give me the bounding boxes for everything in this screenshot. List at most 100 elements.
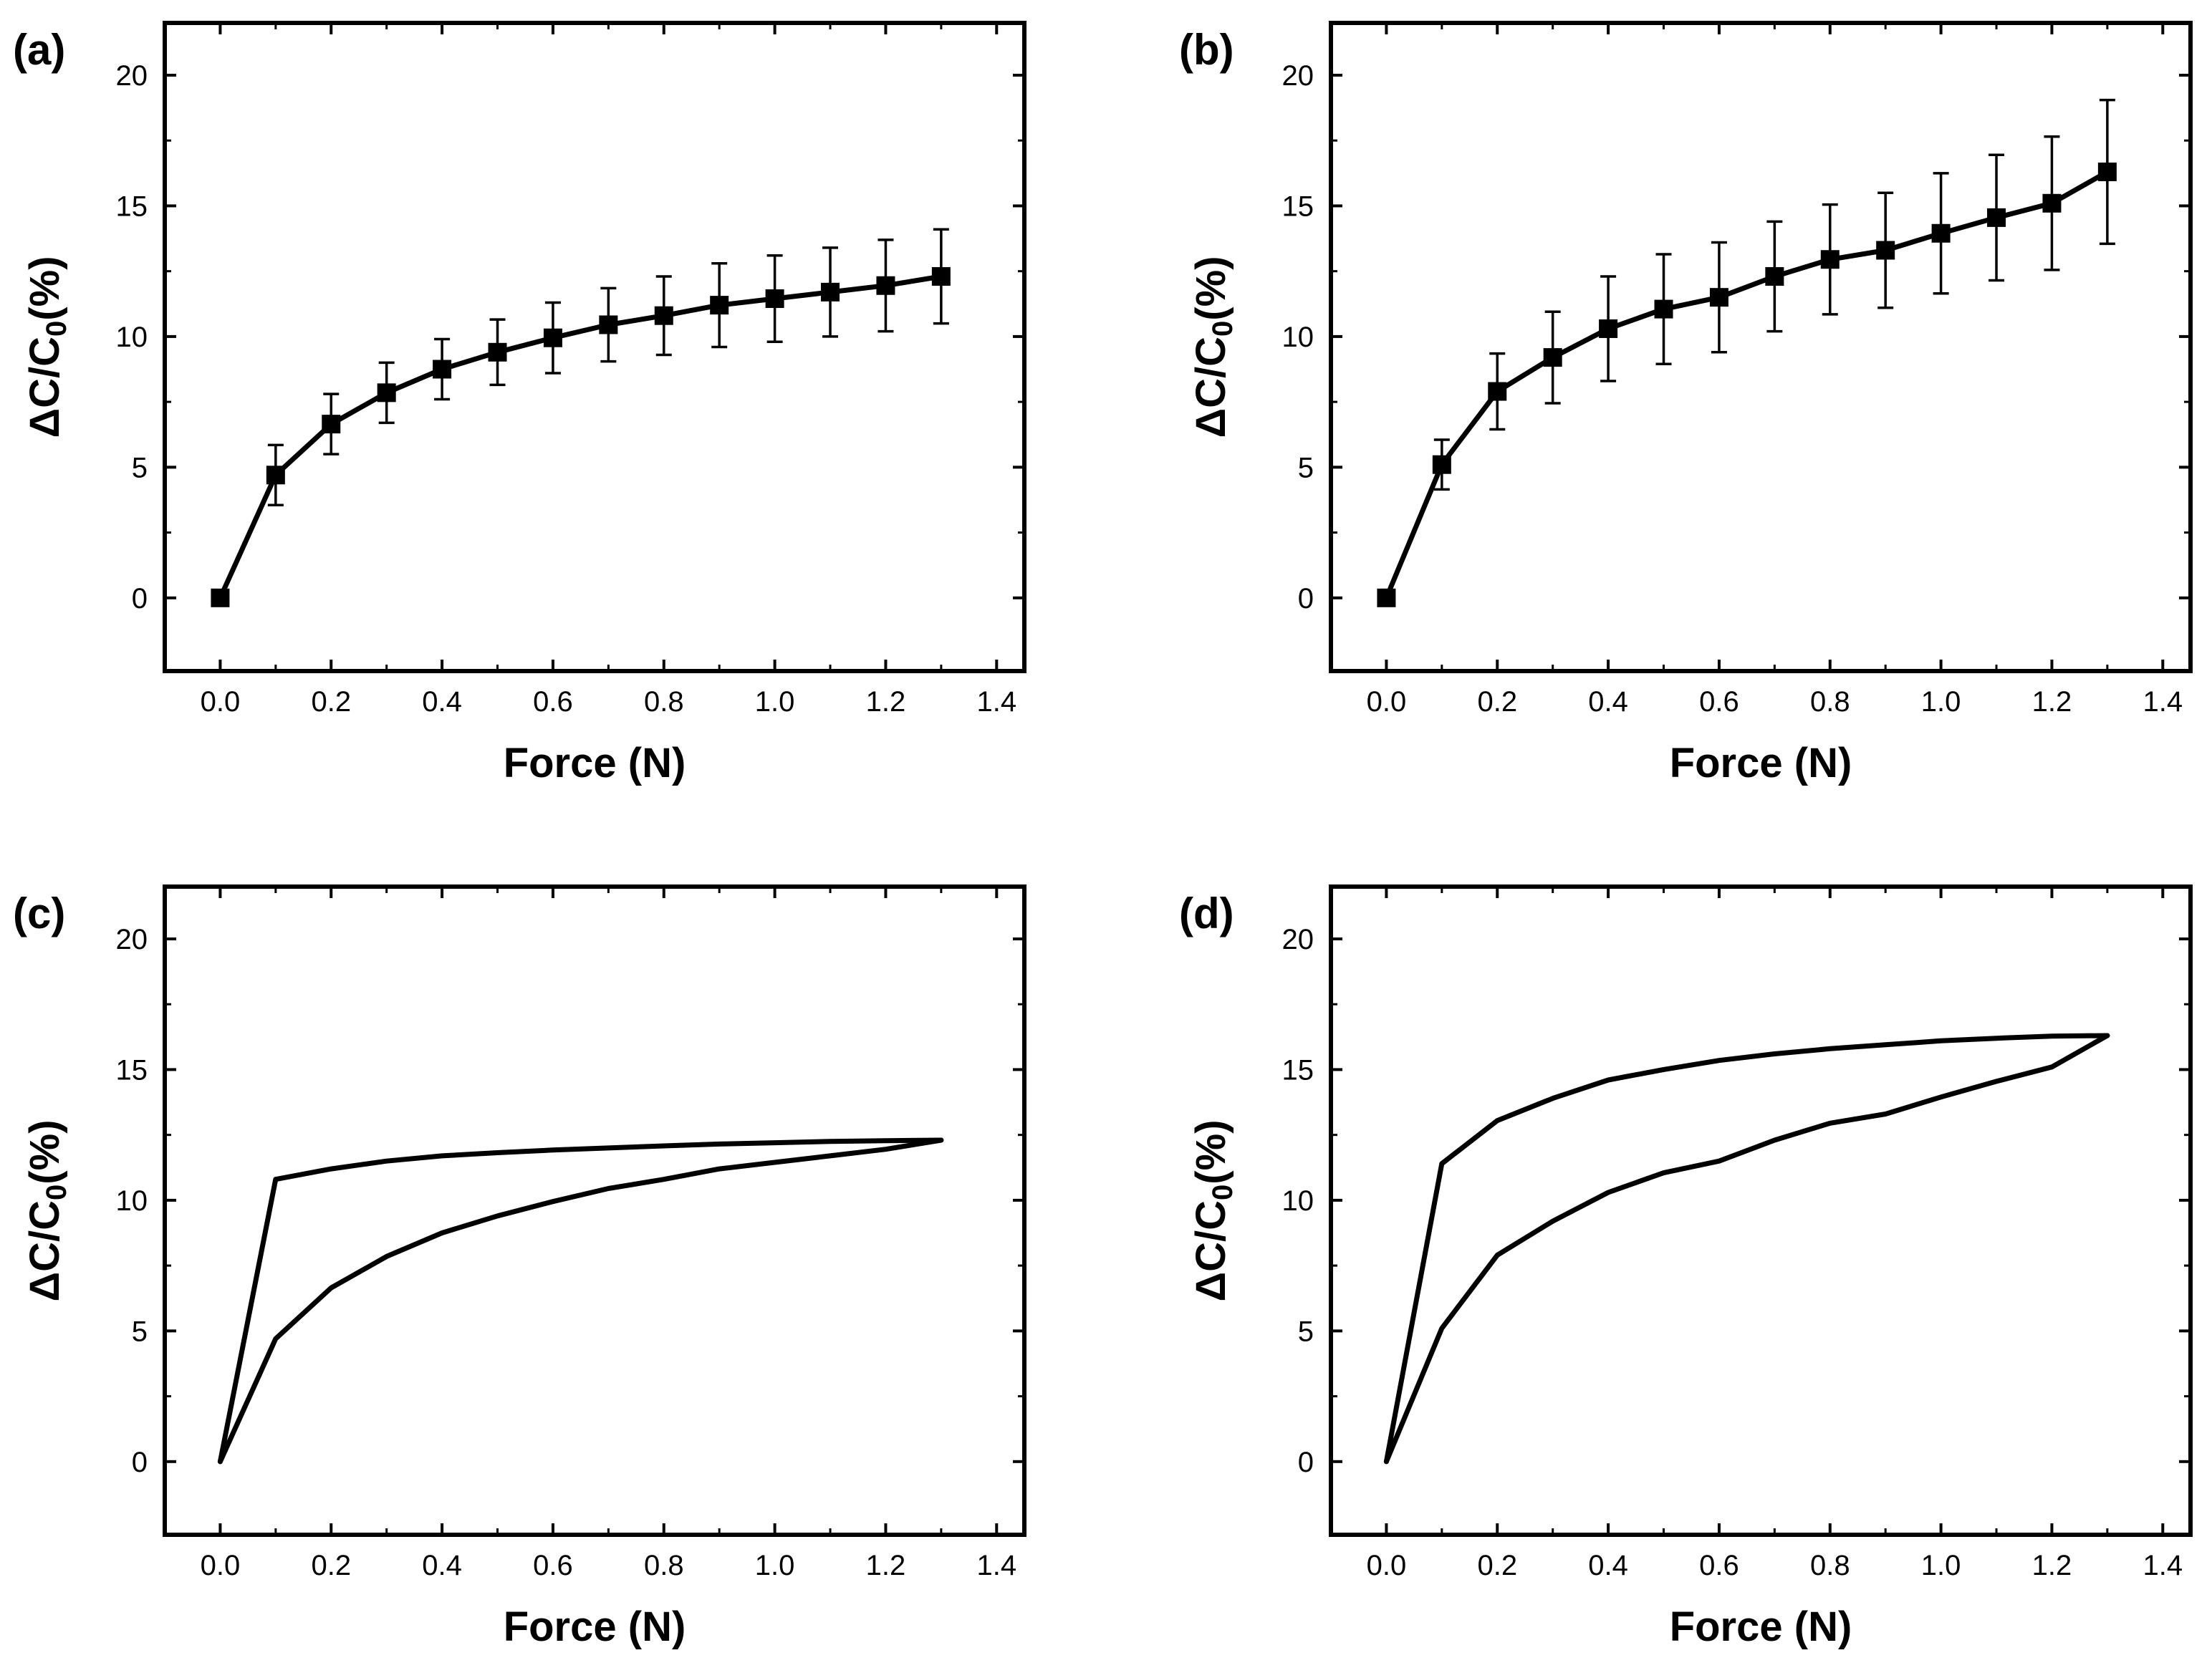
y-axis-title-unit: (%)	[21, 1119, 68, 1184]
data-point	[1654, 299, 1673, 319]
x-tick-label: 1.0	[755, 686, 795, 718]
y-tick-label: 20	[1282, 924, 1314, 955]
data-point	[2097, 163, 2117, 182]
x-tick-label: 0.8	[644, 686, 684, 718]
data-point	[765, 289, 784, 308]
y-tick-label: 10	[1282, 1185, 1314, 1217]
y-axis-title-unit: (%)	[21, 256, 68, 320]
panel-b: 0.0 0.2 0.4 0.6 0.8 1.0 1.2 1.4 0 5 10 15 20 Force (N…	[1179, 21, 2193, 786]
y-tick-label: 20	[116, 60, 148, 92]
data-point	[1765, 266, 1784, 286]
y-axis-title: ΔC/C0(%)	[1188, 1119, 1239, 1301]
x-tick-label: 0.6	[533, 1550, 573, 1581]
x-tick-label: 0.2	[311, 686, 351, 718]
series-line-loading	[1383, 1033, 2110, 1465]
x-tick-label: 0.6	[1699, 686, 1739, 718]
y-axis-title-unit: (%)	[1188, 256, 1234, 320]
x-tick-label: 0.4	[1588, 686, 1628, 718]
x-tick-label: 0.0	[1367, 1550, 1407, 1581]
plot-frame	[1329, 884, 2193, 1537]
data-point	[821, 282, 840, 302]
y-tick-label: 0	[132, 1447, 148, 1478]
panel-label: (b)	[1179, 26, 1234, 74]
data-point	[1432, 455, 1451, 474]
y-axis-title: ΔC/C0(%)	[1188, 256, 1239, 438]
x-tick-label: 0.8	[1810, 1550, 1850, 1581]
x-tick-label: 1.0	[755, 1550, 795, 1581]
y-axis-title-unit: (%)	[1188, 1119, 1234, 1184]
data-point	[1599, 319, 1618, 338]
x-tick-label: 0.4	[1588, 1550, 1628, 1581]
series-line-unloading	[1383, 1033, 2110, 1465]
x-tick-label: 1.2	[2032, 1550, 2072, 1581]
y-tick-label: 5	[132, 1316, 148, 1347]
data-point	[1709, 288, 1728, 307]
data-point	[211, 588, 230, 607]
x-axis-title: Force (N)	[1670, 740, 1852, 786]
data-point	[322, 415, 341, 434]
panel-a: 0.0 0.2 0.4 0.6 0.8 1.0 1.2 1.4 0 5 10 15 20 Force (N…	[13, 21, 1026, 786]
data-point	[488, 342, 507, 362]
x-tick-label: 1.4	[2143, 686, 2183, 718]
data-point	[543, 328, 562, 347]
data-point	[1931, 223, 1951, 243]
y-axis-title-subscript: 0	[1207, 321, 1239, 337]
data-point	[931, 266, 951, 286]
y-tick-label: 0	[1298, 583, 1314, 614]
x-tick-label: 0.2	[1477, 686, 1517, 718]
x-tick-label: 0.2	[1477, 1550, 1517, 1581]
x-tick-label: 0.6	[1699, 1550, 1739, 1581]
plot-frame	[1329, 21, 2193, 673]
x-axis-title: Force (N)	[504, 740, 686, 786]
x-axis-title: Force (N)	[1670, 1604, 1852, 1650]
x-tick-label: 1.4	[2143, 1550, 2183, 1581]
y-axis-title-main: ΔC/C	[1188, 1200, 1234, 1302]
x-tick-label: 0.0	[1367, 686, 1407, 718]
x-tick-label: 1.4	[976, 1550, 1016, 1581]
x-tick-label: 0.6	[533, 686, 573, 718]
x-tick-label: 1.2	[866, 686, 906, 718]
y-tick-label: 0	[1298, 1447, 1314, 1478]
y-tick-label: 10	[116, 322, 148, 353]
data-point	[876, 276, 895, 295]
data-point	[266, 466, 285, 485]
plot-frame	[163, 884, 1026, 1537]
x-tick-label: 1.0	[1921, 686, 1961, 718]
data-point	[599, 315, 618, 334]
data-point	[2042, 193, 2062, 213]
series-line-response	[217, 274, 944, 601]
data-point	[377, 383, 396, 402]
y-tick-label: 10	[1282, 322, 1314, 353]
panel-c: 0.0 0.2 0.4 0.6 0.8 1.0 1.2 1.4 0 5 10 15 20 Force (N…	[13, 884, 1026, 1650]
data-point	[1377, 588, 1396, 607]
y-axis-title-main: ΔC/C	[21, 337, 68, 438]
x-tick-label: 0.4	[422, 1550, 462, 1581]
data-point	[433, 360, 452, 379]
series-line-loading	[217, 1137, 944, 1465]
x-tick-label: 1.0	[1921, 1550, 1961, 1581]
panel-d: 0.0 0.2 0.4 0.6 0.8 1.0 1.2 1.4 0 5 10 15 20 Force (N…	[1179, 884, 2193, 1650]
panel-label: (c)	[13, 889, 65, 937]
y-tick-label: 20	[116, 924, 148, 955]
panel-label: (d)	[1179, 889, 1234, 937]
x-tick-label: 0.2	[311, 1550, 351, 1581]
y-tick-label: 15	[116, 1054, 148, 1086]
data-point	[1543, 348, 1562, 367]
plot-frame	[163, 21, 1026, 673]
panel-label: (a)	[13, 26, 65, 74]
x-tick-label: 0.8	[644, 1550, 684, 1581]
y-tick-label: 15	[1282, 191, 1314, 222]
x-axis-title: Force (N)	[504, 1604, 686, 1650]
y-tick-label: 5	[1298, 1316, 1314, 1347]
y-tick-label: 20	[1282, 60, 1314, 92]
data-point	[1820, 250, 1840, 269]
x-tick-label: 0.8	[1810, 686, 1850, 718]
x-tick-label: 0.0	[201, 686, 241, 718]
y-tick-label: 5	[132, 452, 148, 483]
y-tick-label: 5	[1298, 452, 1314, 483]
x-tick-label: 0.0	[201, 1550, 241, 1581]
data-point	[654, 306, 673, 325]
y-axis-title-subscript: 0	[41, 321, 72, 337]
y-tick-label: 10	[116, 1185, 148, 1217]
